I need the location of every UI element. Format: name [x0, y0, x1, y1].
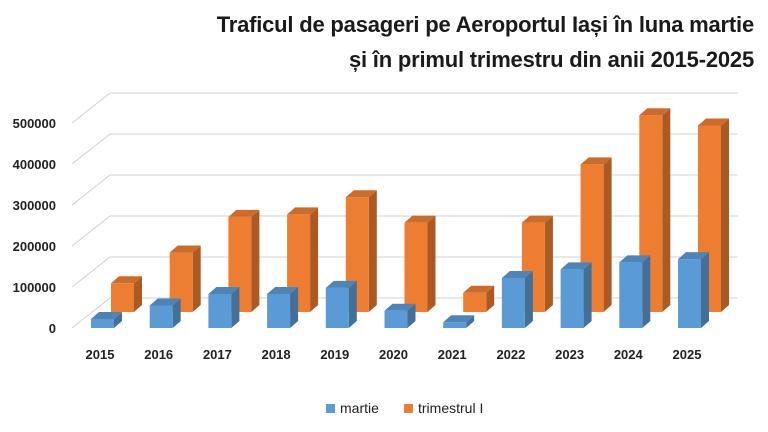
x-tick-label: 2019: [320, 347, 349, 362]
bar-trimestrul-2016: [169, 245, 201, 312]
bars: [91, 108, 729, 328]
y-tick-label: 100000: [13, 280, 56, 295]
legend-swatch: [404, 404, 413, 413]
gridline-depth: [71, 174, 111, 206]
x-tick-label: 2021: [438, 347, 467, 362]
gridline-depth: [71, 133, 111, 165]
bar-martie-2025: [678, 252, 709, 328]
bar-martie-2021: [443, 315, 475, 328]
bar-martie-2019: [325, 280, 357, 328]
legend-swatch: [326, 404, 335, 413]
bar-trimestrul-2021: [463, 285, 495, 312]
legend-label: martie: [340, 400, 379, 416]
x-tick-label: 2024: [614, 347, 644, 362]
y-axis-ticks: 0 100000 200000 300000 400000 500000: [13, 116, 56, 336]
y-tick-label: 300000: [13, 198, 56, 213]
x-tick-label: 2018: [262, 347, 291, 362]
bar-martie-2023: [560, 262, 592, 328]
chart-subtitle: și în primul trimestru din anii 2015-202…: [348, 47, 754, 72]
x-tick-label: 2025: [673, 347, 702, 362]
y-tick-label: 400000: [13, 157, 56, 172]
bar-trimestrul-2015: [111, 276, 142, 312]
gridline-depth: [71, 297, 111, 329]
gridline-depth: [71, 215, 111, 247]
x-tick-label: 2022: [496, 347, 525, 362]
bar-martie-2016: [149, 298, 181, 328]
x-tick-label: 2016: [144, 347, 173, 362]
x-tick-label: 2015: [86, 347, 115, 362]
bar-martie-2020: [384, 303, 416, 328]
chart-title: Traficul de pasageri pe Aeroportul Iași …: [216, 12, 755, 37]
bar-martie-2022: [501, 270, 533, 328]
x-tick-label: 2023: [555, 347, 584, 362]
bar-martie-2017: [208, 286, 240, 328]
gridline-depth: [71, 92, 111, 124]
bar-martie-2024: [619, 255, 651, 328]
bar-martie-2018: [267, 286, 299, 328]
x-axis-ticks: 2015 2016 2017 2018 2019 2020 2021 2022 2023 2024…: [86, 347, 702, 362]
y-tick-label: 0: [49, 321, 56, 336]
bar-trimestrul-2020: [404, 215, 436, 312]
bar-martie-2015: [91, 311, 122, 328]
x-tick-label: 2020: [379, 347, 408, 362]
gridline-depth: [71, 256, 111, 288]
x-tick-label: 2017: [203, 347, 232, 362]
legend: martie trimestrul I: [326, 400, 483, 416]
y-tick-label: 500000: [13, 116, 56, 131]
y-tick-label: 200000: [13, 239, 56, 254]
legend-label: trimestrul I: [418, 400, 483, 416]
